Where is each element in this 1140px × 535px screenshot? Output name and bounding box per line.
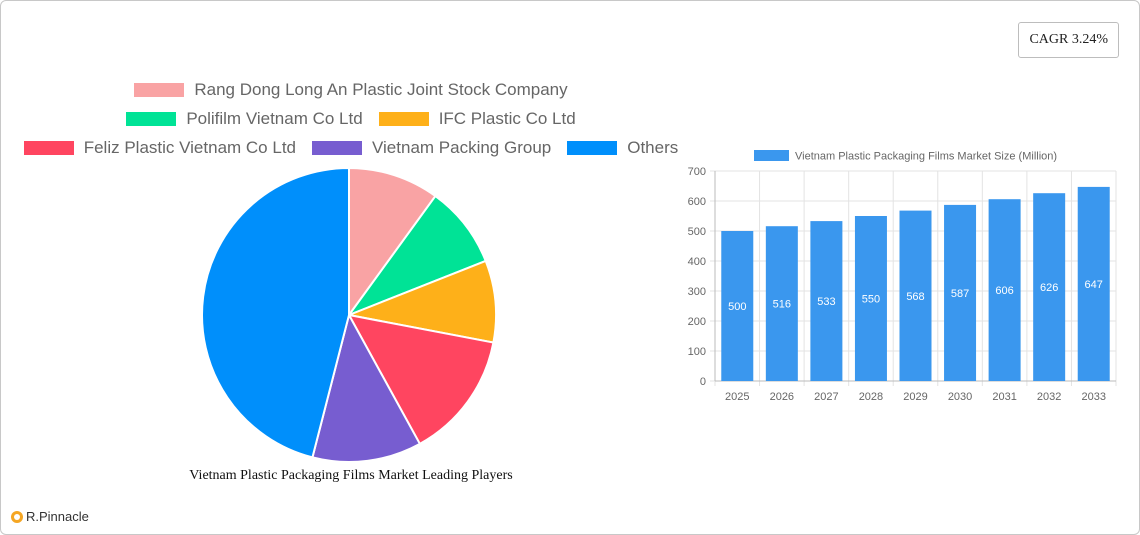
bar-legend-swatch: [754, 150, 789, 161]
bar[interactable]: [854, 216, 887, 381]
x-tick-label: 2030: [948, 391, 972, 403]
bar-legend: Vietnam Plastic Packaging Films Market S…: [754, 150, 1057, 163]
pie-slice[interactable]: [348, 166, 437, 319]
legend-item[interactable]: IFC Plastic Co Ltd: [378, 108, 576, 129]
pie-chart-title: Vietnam Plastic Packaging Films Market L…: [189, 468, 513, 483]
x-tick-label: 2026: [770, 391, 794, 403]
legend-swatch: [567, 140, 618, 155]
y-tick-label: 200: [688, 316, 706, 328]
pie-slice[interactable]: [346, 194, 487, 318]
bar-data-label: 647: [1085, 279, 1103, 291]
bar-data-label: 587: [951, 288, 969, 300]
bar[interactable]: [944, 204, 977, 381]
pie-chart: [201, 166, 497, 463]
bar[interactable]: [899, 210, 932, 381]
y-tick-label: 600: [688, 196, 706, 208]
legend-label: Rang Dong Long An Plastic Joint Stock Co…: [194, 79, 568, 99]
bar[interactable]: [721, 231, 754, 381]
bar[interactable]: [988, 199, 1021, 381]
legend-item[interactable]: Feliz Plastic Vietnam Co Ltd: [23, 137, 296, 158]
x-tick-label: 2028: [859, 391, 883, 403]
cagr-badge: CAGR 3.24%: [1018, 22, 1119, 58]
bar-data-label: 500: [728, 301, 746, 313]
x-tick-label: 2029: [903, 391, 927, 403]
bar-data-label: 568: [906, 291, 924, 303]
pie-legend: Rang Dong Long An Plastic Joint Stock Co…: [1, 75, 701, 162]
legend-label: Vietnam Packing Group: [372, 137, 552, 157]
legend-row: Feliz Plastic Vietnam Co Ltd Vietnam Pac…: [1, 133, 701, 162]
legend-row: Rang Dong Long An Plastic Joint Stock Co…: [1, 75, 701, 104]
y-tick-label: 0: [700, 376, 706, 388]
pinnacle-logo-icon: [11, 510, 23, 523]
y-tick-label: 500: [688, 226, 706, 238]
pie-slice[interactable]: [311, 312, 422, 463]
bar-data-label: 606: [995, 285, 1013, 297]
bar-chart: Vietnam Plastic Packaging Films Market S…: [688, 150, 1117, 403]
bar-data-label: 516: [773, 299, 791, 311]
y-tick-label: 400: [688, 256, 706, 268]
pie-slice[interactable]: [347, 313, 495, 446]
brand-name: R.Pinnacle: [26, 509, 89, 524]
legend-row: Polifilm Vietnam Co Ltd IFC Plastic Co L…: [1, 104, 701, 133]
legend-item[interactable]: Vietnam Packing Group: [312, 138, 551, 158]
bar-data-label: 533: [817, 296, 835, 308]
bar-legend-label: Vietnam Plastic Packaging Films Market S…: [795, 151, 1057, 163]
legend-label: IFC Plastic Co Ltd: [438, 108, 576, 128]
x-tick-label: 2025: [725, 391, 749, 403]
legend-swatch: [23, 140, 74, 155]
bar[interactable]: [1033, 193, 1066, 381]
x-tick-label: 2033: [1081, 391, 1105, 403]
y-tick-label: 100: [688, 346, 706, 358]
legend-swatch: [134, 82, 185, 97]
x-tick-label: 2032: [1037, 391, 1061, 403]
bar[interactable]: [1077, 186, 1110, 381]
pie-slice[interactable]: [345, 259, 497, 344]
y-tick-label: 300: [688, 286, 706, 298]
bar[interactable]: [810, 221, 843, 381]
pie-slice[interactable]: [201, 166, 350, 459]
x-tick-label: 2027: [814, 391, 838, 403]
brand-logo: R.Pinnacle: [11, 509, 89, 524]
x-tick-label: 2031: [992, 391, 1016, 403]
bar[interactable]: [765, 226, 798, 381]
legend-label: Others: [627, 137, 679, 157]
bar-data-label: 626: [1040, 282, 1058, 294]
legend-item[interactable]: Polifilm Vietnam Co Ltd: [126, 108, 363, 129]
legend-label: Feliz Plastic Vietnam Co Ltd: [83, 137, 296, 157]
legend-swatch: [312, 140, 362, 155]
legend-label: Polifilm Vietnam Co Ltd: [186, 108, 363, 128]
legend-item[interactable]: Rang Dong Long An Plastic Joint Stock Co…: [134, 79, 568, 100]
legend-swatch: [126, 111, 177, 126]
legend-item[interactable]: Others: [567, 138, 678, 158]
y-tick-label: 700: [688, 166, 706, 178]
bar-data-label: 550: [862, 294, 880, 306]
legend-swatch: [378, 111, 429, 126]
